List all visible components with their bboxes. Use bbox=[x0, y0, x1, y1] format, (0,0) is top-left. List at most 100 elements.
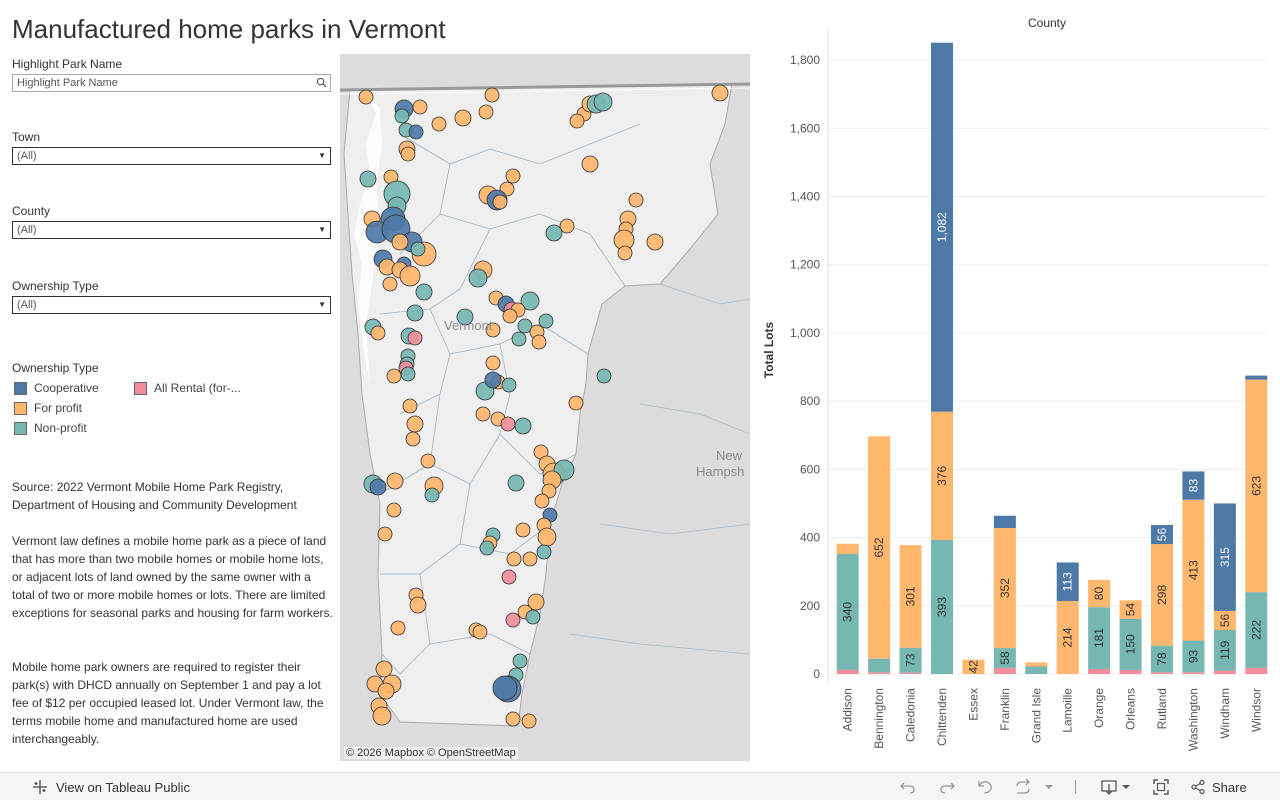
fullscreen-icon[interactable] bbox=[1152, 778, 1170, 796]
park-map[interactable]: Vermont New Hampsh © 2026 Mapbox © OpenS… bbox=[340, 54, 750, 761]
tableau-logo-icon bbox=[33, 780, 47, 794]
town-dropdown-value: (All) bbox=[17, 150, 37, 162]
bar-segment[interactable] bbox=[931, 539, 953, 674]
bar-segment[interactable] bbox=[1025, 666, 1048, 674]
county-bar-chart[interactable]: County Total Lots 0 200 400 600 800 1,000 1,200 1… bbox=[760, 10, 1280, 770]
bar-segment[interactable] bbox=[1119, 600, 1142, 619]
bar-data-label: 652 bbox=[872, 537, 886, 557]
bar-data-label: 298 bbox=[1155, 585, 1169, 605]
map-canvas[interactable] bbox=[340, 54, 750, 761]
view-on-tableau-link[interactable]: View on Tableau Public bbox=[32, 779, 190, 795]
y-tick-label: 600 bbox=[800, 462, 820, 476]
bar-segment[interactable] bbox=[1151, 524, 1173, 545]
bar-segment[interactable] bbox=[1245, 379, 1268, 593]
map-label-hampshire: Hampsh bbox=[696, 464, 745, 479]
park-markers[interactable] bbox=[358, 84, 729, 729]
share-button[interactable]: Share bbox=[1190, 779, 1247, 795]
bar-segment[interactable] bbox=[1151, 544, 1173, 646]
x-tick-label: Lamoille bbox=[1061, 688, 1075, 733]
bar-segment[interactable] bbox=[899, 647, 922, 673]
bar-segment[interactable] bbox=[1088, 668, 1111, 674]
bar-data-label: 113 bbox=[1061, 572, 1075, 591]
bar-segment[interactable] bbox=[868, 672, 891, 674]
search-icon[interactable] bbox=[316, 77, 327, 88]
x-tick-label: Windham bbox=[1218, 688, 1232, 739]
bar-segment[interactable] bbox=[1025, 662, 1048, 667]
bar-segment[interactable] bbox=[1182, 471, 1205, 500]
bar-segment[interactable] bbox=[993, 648, 1016, 668]
description-paragraph-1: Vermont law defines a mobile home park a… bbox=[12, 534, 333, 620]
bar-segment[interactable] bbox=[962, 659, 985, 674]
legend-label: Non-profit bbox=[34, 421, 87, 435]
border-line bbox=[340, 87, 750, 95]
bar-segment[interactable] bbox=[993, 667, 1016, 674]
county-filter-label: County bbox=[12, 204, 51, 218]
bar-segment[interactable] bbox=[1119, 669, 1142, 674]
legend-item-non-profit[interactable]: Non-profit bbox=[14, 421, 87, 435]
highlight-park-input[interactable]: Highlight Park Name bbox=[12, 74, 331, 92]
x-tick-label: Grand Isle bbox=[1029, 688, 1043, 744]
refresh-icon[interactable] bbox=[1013, 778, 1057, 796]
bar-segment[interactable] bbox=[931, 42, 953, 412]
town-filter: Town (All) ▼ bbox=[12, 130, 331, 165]
revert-icon[interactable] bbox=[976, 778, 996, 796]
share-label: Share bbox=[1212, 779, 1247, 795]
bar-segment[interactable] bbox=[1182, 672, 1205, 674]
town-dropdown[interactable]: (All) ▼ bbox=[12, 147, 331, 165]
bar-segment[interactable] bbox=[868, 436, 891, 659]
bar-segment[interactable] bbox=[836, 669, 859, 674]
x-tick-label: Orange bbox=[1092, 688, 1106, 728]
bar-segment[interactable] bbox=[993, 528, 1016, 649]
bar-segment[interactable] bbox=[1245, 667, 1268, 674]
y-tick-label: 1,400 bbox=[790, 190, 820, 204]
bar-segment[interactable] bbox=[1056, 601, 1079, 674]
bar-data-label: 315 bbox=[1218, 547, 1232, 567]
bar-segment[interactable] bbox=[1213, 670, 1236, 674]
lake-champlain bbox=[354, 94, 382, 384]
bar-segment[interactable] bbox=[1151, 645, 1173, 673]
chevron-down-icon: ▼ bbox=[318, 300, 326, 309]
bar-segment[interactable] bbox=[836, 553, 859, 670]
bar-segment[interactable] bbox=[899, 672, 922, 674]
bar-data-label: 393 bbox=[935, 597, 949, 617]
county-dropdown[interactable]: (All) ▼ bbox=[12, 221, 331, 239]
bar-segment[interactable] bbox=[1119, 618, 1142, 670]
download-icon[interactable] bbox=[1100, 778, 1134, 796]
bar-segment[interactable] bbox=[1213, 610, 1236, 631]
ownership-dropdown[interactable]: (All) ▼ bbox=[12, 296, 331, 314]
bar-chart-svg[interactable]: County Total Lots 0 200 400 600 800 1,000 1,200 1… bbox=[760, 10, 1280, 770]
bar-segment[interactable] bbox=[931, 411, 953, 540]
bar-data-label: 222 bbox=[1249, 620, 1263, 640]
bar-segment[interactable] bbox=[1182, 499, 1205, 641]
page-title: Manufactured home parks in Vermont bbox=[12, 14, 446, 44]
bar-data-label: 80 bbox=[1092, 587, 1106, 601]
highlight-filter-label: Highlight Park Name bbox=[12, 57, 123, 71]
x-tick-label: Orleans bbox=[1124, 688, 1138, 730]
bar-segment[interactable] bbox=[868, 658, 891, 673]
bar-segment[interactable] bbox=[1088, 607, 1111, 669]
legend-item-cooperative[interactable]: Cooperative bbox=[14, 381, 99, 395]
bar-segment[interactable] bbox=[1088, 579, 1111, 608]
bar-segment[interactable] bbox=[993, 515, 1016, 529]
legend-item-all-rental[interactable]: All Rental (for-... bbox=[134, 381, 241, 395]
bar-segment[interactable] bbox=[899, 545, 922, 648]
bar-data-label: 214 bbox=[1061, 627, 1075, 647]
bar-segment[interactable] bbox=[1213, 630, 1236, 671]
bar-segment[interactable] bbox=[1245, 592, 1268, 668]
bar-segment[interactable] bbox=[836, 543, 859, 554]
map-attribution[interactable]: © 2026 Mapbox © OpenStreetMap bbox=[344, 747, 518, 759]
bar-segment[interactable] bbox=[1151, 672, 1173, 674]
legend-label: All Rental (for-... bbox=[154, 381, 241, 395]
legend-swatch bbox=[134, 381, 147, 395]
bar-data-label: 73 bbox=[904, 653, 918, 667]
redo-icon[interactable] bbox=[937, 778, 957, 796]
bar-segment[interactable] bbox=[1213, 503, 1236, 611]
bar-segment[interactable] bbox=[1056, 562, 1079, 602]
bar-data-label: 119 bbox=[1218, 640, 1232, 659]
legend-item-for-profit[interactable]: For profit bbox=[14, 401, 82, 415]
undo-icon[interactable] bbox=[898, 778, 918, 796]
county-dropdown-value: (All) bbox=[17, 224, 37, 236]
bar-segment[interactable] bbox=[1182, 640, 1205, 673]
ownership-filter-label: Ownership Type bbox=[12, 279, 99, 293]
bar-segment[interactable] bbox=[1245, 375, 1268, 380]
